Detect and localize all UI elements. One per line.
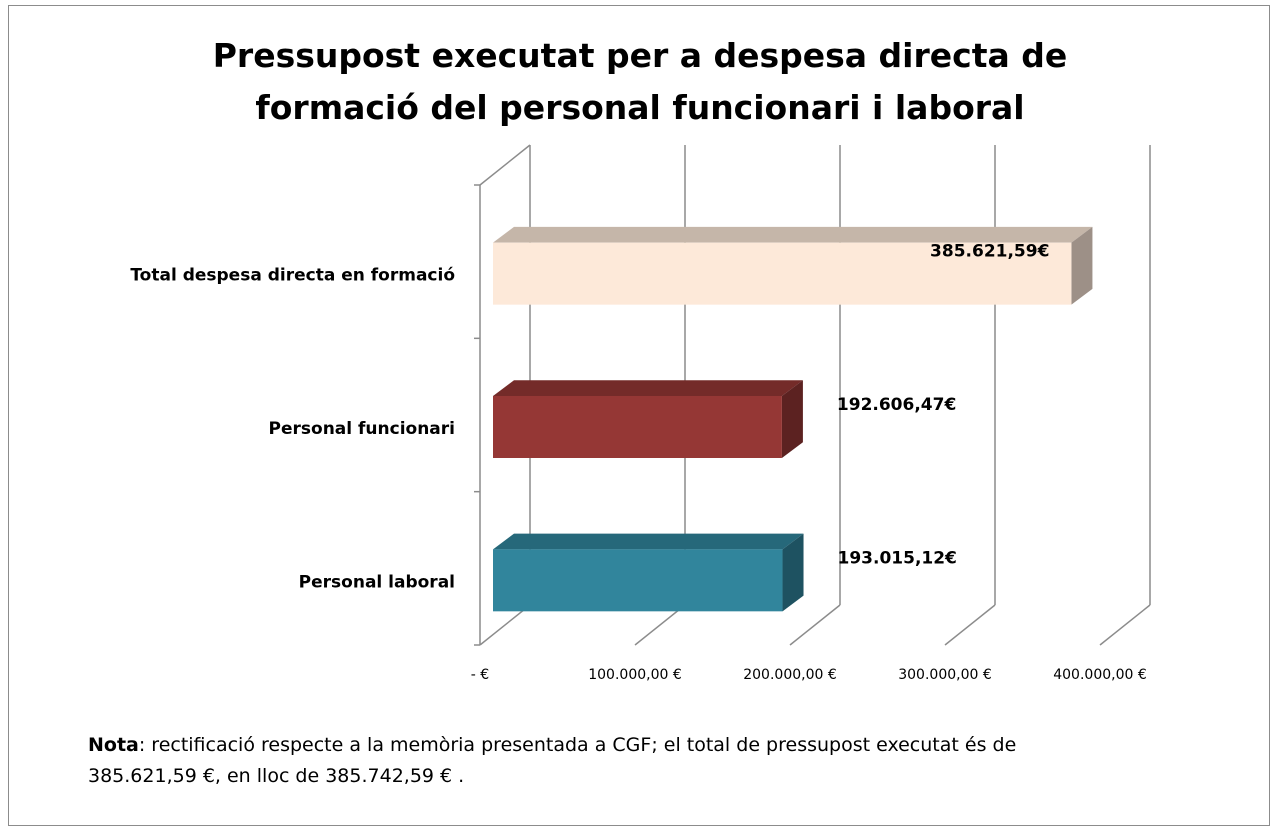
x-tick-label: 300.000,00 €: [898, 667, 992, 683]
value-label: 385.621,59€: [930, 242, 1049, 262]
grid-line: [479, 604, 531, 646]
x-tick-label: 400.000,00 €: [1053, 667, 1147, 683]
bar-top: [493, 533, 804, 550]
chart-title: Pressupost executat per a despesa direct…: [212, 36, 1068, 127]
x-tick-label: 200.000,00 €: [743, 667, 837, 683]
bar-side: [1071, 226, 1093, 305]
x-tick-label: - €: [471, 667, 489, 683]
chart-frame: [8, 5, 1270, 826]
bar-top: [493, 380, 803, 396]
value-label: 193.015,12€: [838, 548, 957, 568]
note: Nota: rectificació respecte a la memòria…: [88, 730, 1088, 792]
bar-side: [782, 533, 804, 612]
y-tick-label: Total despesa directa en formació: [130, 266, 455, 286]
grid-line: [944, 604, 996, 646]
bar: [493, 242, 1072, 305]
note-label: Nota: [88, 734, 139, 756]
value-label: 192.606,47€: [837, 395, 956, 415]
x-tick-label: 100.000,00 €: [588, 667, 682, 683]
bar-top: [493, 226, 1093, 243]
bar: [493, 549, 783, 612]
bar: [493, 396, 782, 458]
note-text: : rectificació respecte a la memòria pre…: [88, 734, 1017, 787]
grid-line: [634, 604, 686, 646]
y-tick-label: Personal laboral: [299, 572, 455, 592]
grid-line: [1099, 604, 1151, 646]
grid-line: [789, 604, 841, 646]
y-tick-label: Personal funcionari: [269, 419, 455, 439]
bar-side: [781, 380, 803, 458]
wall-edge: [479, 144, 531, 186]
